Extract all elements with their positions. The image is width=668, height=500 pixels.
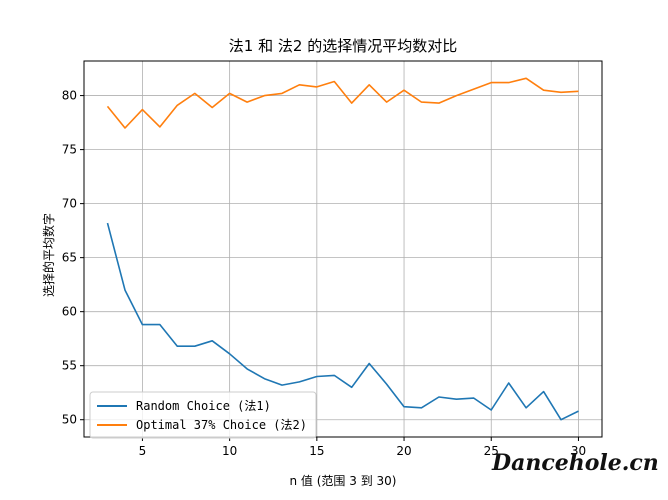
x-tick-label: 30 — [571, 444, 586, 458]
y-tick-label: 60 — [62, 305, 77, 319]
x-axis-label: n 值 (范围 3 到 30) — [290, 473, 397, 488]
y-tick-label: 50 — [62, 413, 77, 427]
x-tick-label: 20 — [396, 444, 411, 458]
y-tick-label: 80 — [62, 89, 77, 103]
y-axis-label: 选择的平均数字 — [41, 213, 56, 297]
watermark: Dancehole.cn — [491, 450, 659, 476]
series-layer — [106, 77, 579, 421]
legend-label-optimal: Optimal 37% Choice (法2) — [136, 418, 307, 432]
series-line-random — [106, 222, 579, 421]
plot-area-frame — [83, 60, 603, 438]
legend-label-random: Random Choice (法1) — [136, 399, 271, 413]
y-axis-ticks: 50 55 60 65 70 75 80 — [62, 89, 84, 427]
x-axis-ticks: 5 10 15 20 25 30 — [139, 437, 586, 458]
x-tick-label: 15 — [309, 444, 324, 458]
legend-box — [89, 391, 317, 439]
x-tick-label: 5 — [139, 444, 147, 458]
x-tick-label: 25 — [484, 444, 499, 458]
grid-lines — [84, 61, 602, 437]
y-tick-label: 70 — [62, 197, 77, 211]
x-tick-label: 10 — [222, 444, 237, 458]
y-tick-label: 65 — [62, 251, 77, 265]
chart-title: 法1 和 法2 的选择情况平均数对比 — [229, 37, 457, 55]
y-tick-label: 55 — [62, 359, 77, 373]
y-tick-label: 75 — [62, 143, 77, 157]
legend: Random Choice (法1) Optimal 37% Choice (法… — [89, 391, 317, 439]
series-line-optimal — [106, 77, 579, 129]
